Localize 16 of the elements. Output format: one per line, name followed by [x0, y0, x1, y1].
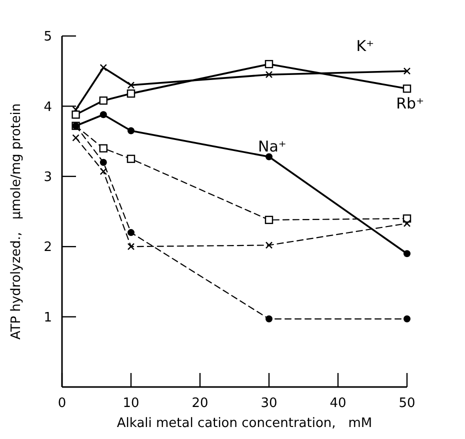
- x-tick-label: 40: [330, 396, 346, 411]
- y-tick-label: 2: [44, 240, 52, 256]
- x-tick-label: 0: [58, 396, 66, 411]
- x-tick-label: 10: [122, 396, 140, 411]
- x-tick-label: 50: [398, 396, 416, 411]
- x-tick-label: 20: [192, 396, 208, 411]
- y-tick-label: 5: [44, 30, 52, 45]
- y-tick-label: 4: [44, 100, 52, 115]
- y-axis-title: ATP hydrolyzed., μmole/mg protein: [9, 103, 24, 340]
- x-axis-title: Alkali metal cation concentration, mM: [116, 416, 372, 431]
- series-label: Na⁺: [258, 138, 286, 156]
- y-tick-label: 1: [44, 310, 52, 326]
- y-tick-label: 3: [44, 170, 52, 185]
- series-label: K⁺: [356, 37, 374, 56]
- x-tick-label: 30: [260, 396, 278, 411]
- series-label: Rb⁺: [396, 94, 424, 113]
